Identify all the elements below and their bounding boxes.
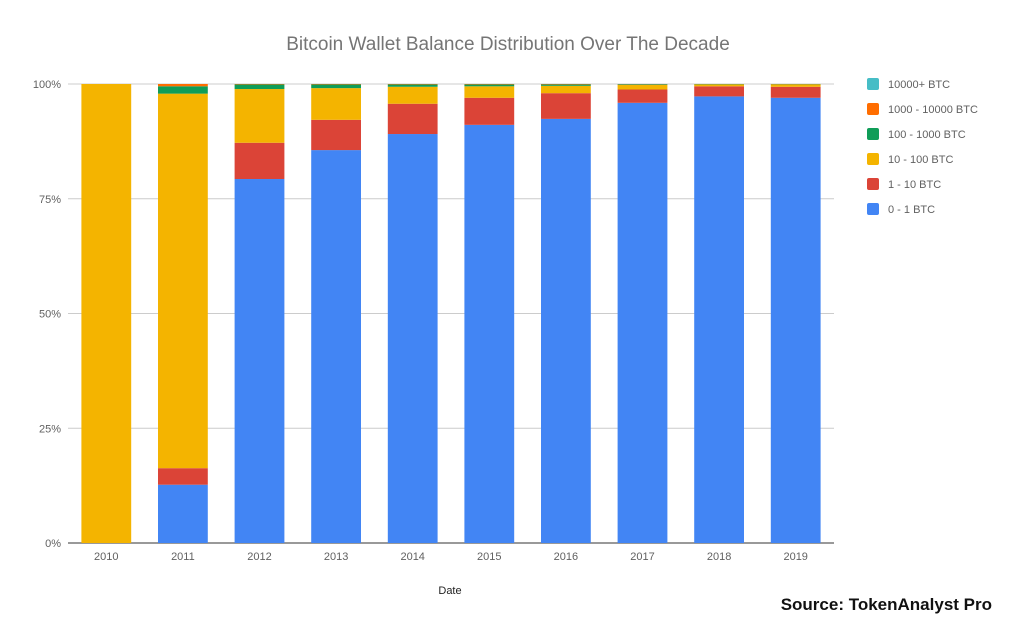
legend: 10000+ BTC 1000 - 10000 BTC 100 - 1000 BTC… bbox=[867, 78, 978, 216]
x-tick-label: 2016 bbox=[554, 551, 578, 563]
y-tick-label: 50% bbox=[39, 309, 61, 321]
bar-segment-2017-1-10-btc bbox=[617, 89, 668, 103]
x-axis-ticks: 2010 2011 2012 2013 2014 2015 2016 2017 2018 2019 bbox=[94, 551, 808, 563]
legend-swatch bbox=[867, 178, 879, 190]
bar-segment-2016-1-10-btc bbox=[541, 93, 591, 119]
x-tick-label: 2013 bbox=[324, 551, 348, 563]
x-tick-label: 2019 bbox=[783, 551, 807, 563]
bar-segment-2011-100-1000-btc bbox=[158, 86, 208, 94]
bar-segment-2019-10-100-btc bbox=[770, 84, 821, 87]
bar-segment-2017-100-1000-btc bbox=[617, 84, 668, 85]
bar-segment-2014-10-100-btc bbox=[387, 86, 438, 104]
legend-swatch bbox=[867, 128, 879, 140]
x-tick-label: 2012 bbox=[247, 551, 271, 563]
bar-segment-2013-1-10-btc bbox=[311, 119, 361, 151]
bar-segment-2013-0-1-btc bbox=[311, 150, 361, 543]
x-tick-label: 2010 bbox=[94, 551, 118, 563]
bars bbox=[81, 84, 821, 544]
bar-segment-2012-100-1000-btc bbox=[234, 84, 285, 90]
bar-segment-2011-1-10-btc bbox=[158, 468, 208, 485]
bar-segment-2015-10-100-btc bbox=[464, 86, 515, 98]
legend-label: 1000 - 10000 BTC bbox=[888, 104, 978, 116]
y-tick-label: 100% bbox=[33, 79, 61, 91]
legend-label: 10 - 100 BTC bbox=[888, 154, 953, 166]
bar-segment-2016-0-1-btc bbox=[541, 118, 591, 543]
legend-label: 1 - 10 BTC bbox=[888, 179, 941, 191]
bar-segment-2011-10-100-btc bbox=[158, 93, 208, 469]
legend-swatch bbox=[867, 203, 879, 215]
x-tick-label: 2011 bbox=[171, 551, 195, 563]
bar-segment-2015-100-1000-btc bbox=[464, 84, 515, 87]
bar-segment-2017-0-1-btc bbox=[617, 102, 668, 543]
bar-segment-2015-1-10-btc bbox=[464, 97, 515, 125]
y-axis-ticks: 0% 25% 50% 75% 100% bbox=[33, 79, 61, 550]
x-tick-label: 2015 bbox=[477, 551, 501, 563]
bar-segment-2012-0-1-btc bbox=[234, 179, 285, 543]
source-note: Source: TokenAnalyst Pro bbox=[781, 595, 992, 614]
bar-segment-2013-10-100-btc bbox=[311, 88, 361, 120]
legend-swatch bbox=[867, 153, 879, 165]
bar-segment-2011-1000-10000-btc bbox=[158, 84, 208, 87]
y-tick-label: 0% bbox=[45, 538, 61, 550]
x-tick-label: 2014 bbox=[400, 551, 424, 563]
legend-label: 0 - 1 BTC bbox=[888, 204, 935, 216]
legend-swatch bbox=[867, 103, 879, 115]
legend-label: 10000+ BTC bbox=[888, 79, 950, 91]
y-tick-label: 75% bbox=[39, 194, 61, 206]
bar-segment-2018-0-1-btc bbox=[694, 96, 744, 543]
bar-segment-2018-10-100-btc bbox=[694, 84, 744, 87]
x-axis-title: Date bbox=[438, 585, 461, 597]
bar-segment-2012-1-10-btc bbox=[234, 142, 285, 180]
legend-swatch bbox=[867, 78, 879, 90]
bar-segment-2019-0-1-btc bbox=[770, 97, 821, 544]
bar-segment-2018-1-10-btc bbox=[694, 86, 744, 97]
bar-segment-2014-0-1-btc bbox=[387, 134, 438, 543]
bar-segment-2015-0-1-btc bbox=[464, 124, 515, 543]
x-tick-label: 2018 bbox=[707, 551, 731, 563]
bar-segment-2019-1-10-btc bbox=[770, 86, 821, 98]
bar-segment-2017-10-100-btc bbox=[617, 84, 668, 90]
bar-segment-2014-1-10-btc bbox=[387, 103, 438, 135]
bar-segment-2014-100-1000-btc bbox=[387, 84, 438, 87]
chart-title: Bitcoin Wallet Balance Distribution Over… bbox=[286, 34, 730, 55]
bar-segment-2013-100-1000-btc bbox=[311, 84, 361, 89]
bar-segment-2011-0-1-btc bbox=[158, 484, 208, 543]
bar-segment-2016-10-100-btc bbox=[541, 85, 591, 94]
bar-segment-2012-10-100-btc bbox=[234, 89, 285, 143]
y-tick-label: 25% bbox=[39, 423, 61, 435]
bar-segment-2010-10-100-btc bbox=[81, 84, 132, 543]
bar-segment-2016-100-1000-btc bbox=[541, 84, 591, 86]
x-tick-label: 2017 bbox=[630, 551, 654, 563]
legend-label: 100 - 1000 BTC bbox=[888, 129, 966, 141]
